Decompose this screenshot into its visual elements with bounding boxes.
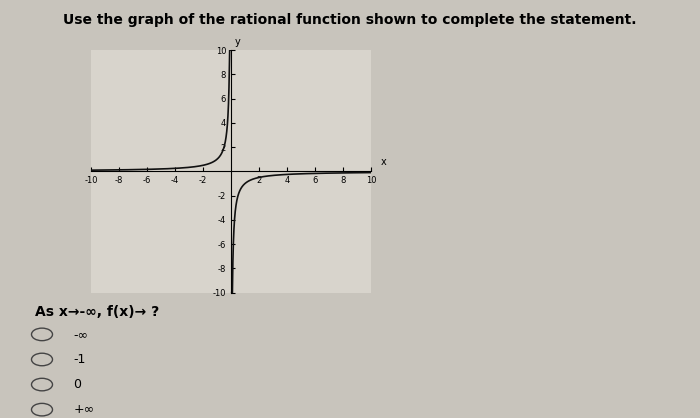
Text: y: y [235,36,241,46]
Text: -1: -1 [74,353,86,366]
Text: 0: 0 [74,378,81,391]
Text: As x→-∞, f(x)→ ?: As x→-∞, f(x)→ ? [35,305,160,319]
Text: Use the graph of the rational function shown to complete the statement.: Use the graph of the rational function s… [63,13,637,26]
Text: x: x [381,156,386,166]
Text: -∞: -∞ [74,328,88,341]
Text: +∞: +∞ [74,403,95,416]
